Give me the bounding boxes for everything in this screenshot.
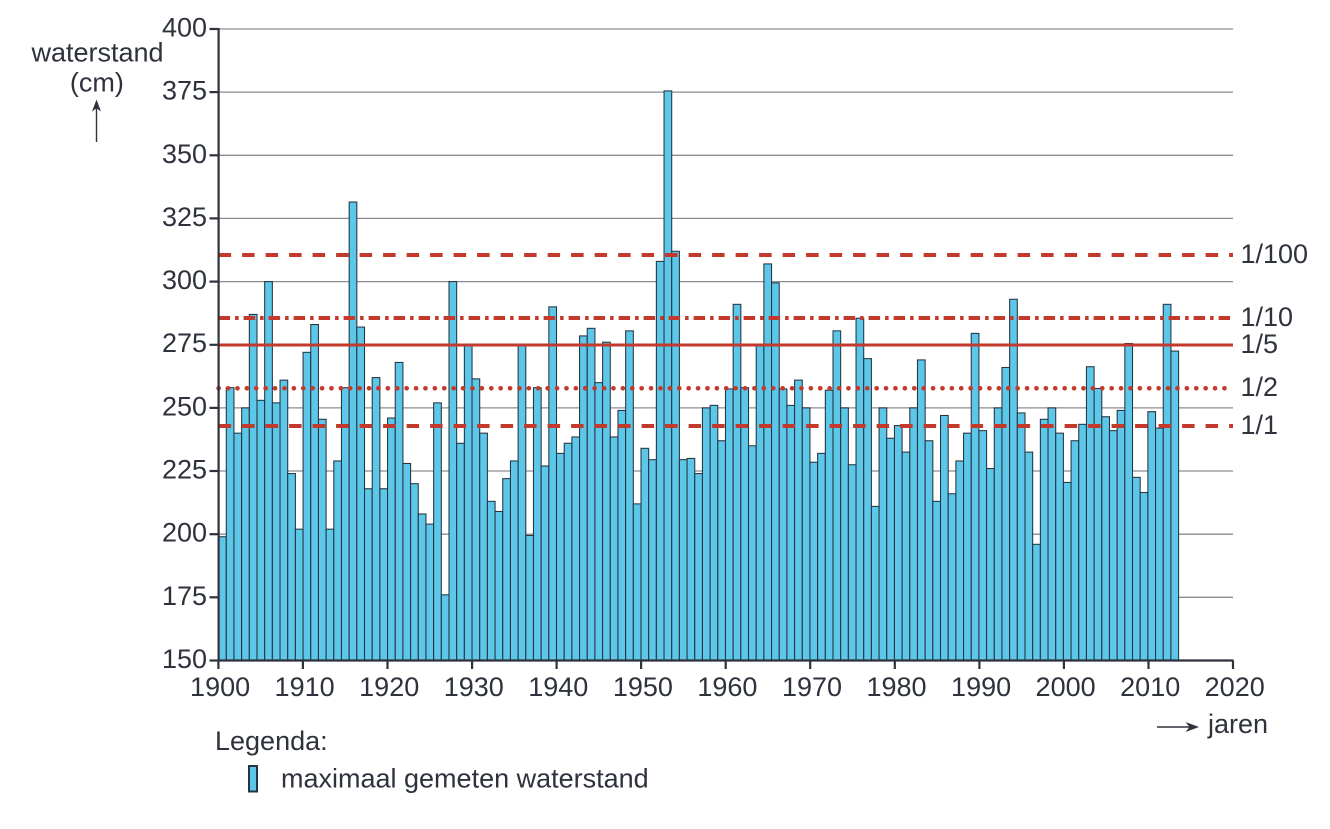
svg-text:350: 350 <box>162 139 207 169</box>
svg-text:1910: 1910 <box>275 672 335 702</box>
svg-text:325: 325 <box>162 202 207 232</box>
svg-text:1990: 1990 <box>951 672 1011 702</box>
svg-text:375: 375 <box>162 76 207 106</box>
svg-text:1/10: 1/10 <box>1241 302 1294 332</box>
svg-text:300: 300 <box>162 265 207 295</box>
svg-text:1950: 1950 <box>613 672 673 702</box>
svg-text:1960: 1960 <box>697 672 757 702</box>
svg-text:200: 200 <box>162 518 207 548</box>
svg-text:1980: 1980 <box>866 672 926 702</box>
svg-text:1/100: 1/100 <box>1241 239 1309 269</box>
svg-text:175: 175 <box>162 581 207 611</box>
svg-text:2000: 2000 <box>1036 672 1096 702</box>
svg-text:Legenda:: Legenda: <box>215 726 328 756</box>
svg-text:1940: 1940 <box>528 672 588 702</box>
svg-text:275: 275 <box>162 328 207 358</box>
svg-text:2010: 2010 <box>1120 672 1180 702</box>
svg-text:maximaal gemeten waterstand: maximaal gemeten waterstand <box>281 764 649 794</box>
svg-text:1/2: 1/2 <box>1241 372 1279 402</box>
svg-text:waterstand: waterstand <box>31 38 164 68</box>
svg-text:1/5: 1/5 <box>1241 329 1279 359</box>
svg-text:250: 250 <box>162 391 207 421</box>
svg-text:2020: 2020 <box>1205 672 1265 702</box>
svg-text:225: 225 <box>162 455 207 485</box>
svg-text:jaren: jaren <box>1207 709 1268 739</box>
svg-text:1/1: 1/1 <box>1241 410 1279 440</box>
svg-text:1970: 1970 <box>782 672 842 702</box>
svg-text:(cm): (cm) <box>70 67 124 97</box>
svg-text:1920: 1920 <box>359 672 419 702</box>
svg-text:1900: 1900 <box>190 672 250 702</box>
svg-text:400: 400 <box>162 13 207 43</box>
svg-text:1930: 1930 <box>444 672 504 702</box>
svg-text:150: 150 <box>162 644 207 674</box>
